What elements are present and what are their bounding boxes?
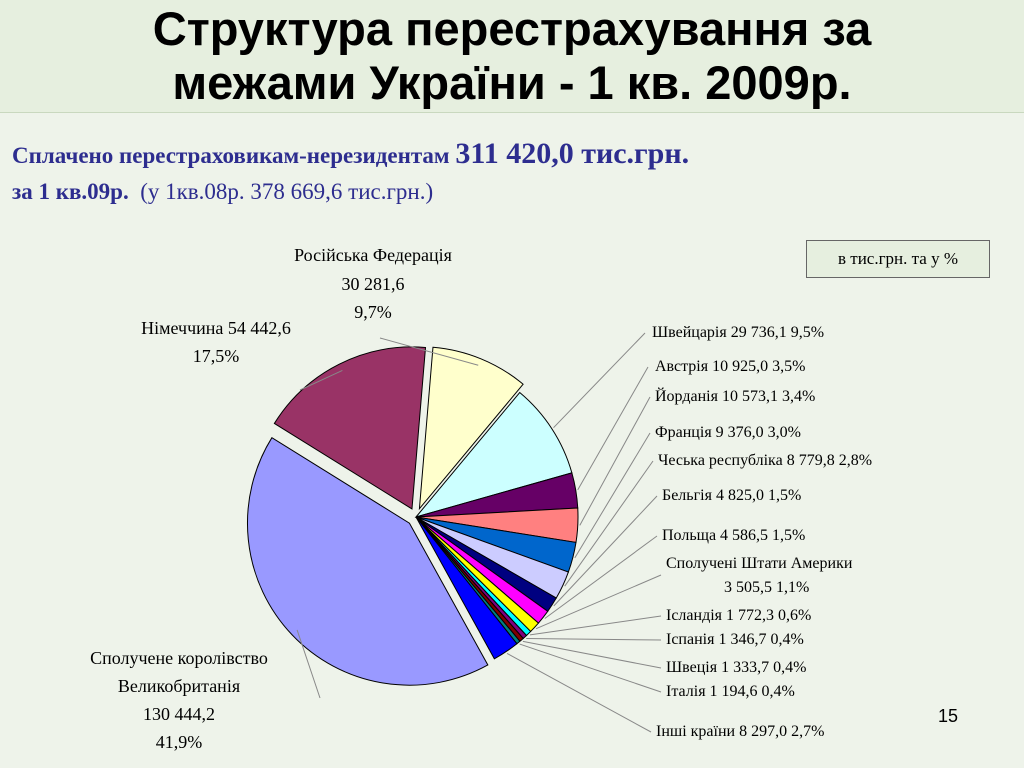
leader-line-6 [553, 495, 658, 607]
label-be: Бельгія 4 825,0 1,5% [662, 487, 801, 504]
label-ru-name: Російська Федерація [294, 245, 452, 265]
label-other: Інші країни 8 297,0 2,7% [656, 723, 824, 740]
label-us-name: Сполучені Штати Америки [666, 555, 853, 572]
leader-line-12 [519, 643, 662, 693]
label-fr: Франція 9 376,0 3,0% [655, 424, 801, 441]
label-pl: Польща 4 586,5 1,5% [662, 527, 805, 544]
pie-slices [247, 346, 579, 686]
label-ch: Швейцарія 29 736,1 9,5% [652, 324, 824, 341]
label-us-value: 3 505,5 1,1% [724, 579, 809, 596]
slide-title: Структура перестрахування за межами Укра… [0, 2, 1024, 110]
leader-lines [296, 332, 662, 733]
label-uk-value: 130 444,2 [143, 704, 215, 724]
subtitle-part-1: Сплачено перестраховикам-нерезидентам [12, 143, 450, 168]
leader-line-10 [526, 637, 662, 641]
label-jo: Йорданія 10 573,1 3,4% [655, 386, 815, 405]
label-it: Італія 1 194,6 0,4% [666, 683, 795, 700]
pie-slice-14 [247, 436, 489, 686]
label-de-percent: 17,5% [193, 346, 240, 366]
label-es: Іспанія 1 346,7 0,4% [666, 631, 804, 648]
label-is: Ісландія 1 772,3 0,6% [666, 607, 811, 624]
leader-line-3 [579, 396, 651, 526]
leader-line-7 [544, 535, 658, 619]
units-note: в тис.грн. та у % [806, 240, 990, 278]
leader-line-1 [553, 332, 646, 429]
label-at: Австрія 10 925,0 3,5% [655, 358, 805, 375]
leader-line-9 [529, 615, 662, 636]
leader-line-14 [296, 629, 321, 699]
leader-line-8 [535, 574, 662, 630]
label-uk-name-1: Сполучене королівство [90, 648, 268, 668]
leader-line-5 [564, 460, 654, 587]
label-cz: Чеська республіка 8 779,8 2,8% [658, 452, 872, 469]
leader-line-4 [574, 432, 651, 559]
pie-slice-0 [418, 346, 524, 511]
leader-line-0 [379, 337, 479, 366]
leader-line-15 [299, 369, 343, 391]
label-de-name: Німеччина 54 442,6 [141, 318, 291, 338]
pie-slice-1 [414, 391, 573, 518]
leader-line-13 [506, 652, 652, 733]
title-line-1: Структура перестрахування за [152, 2, 872, 55]
leader-line-11 [522, 640, 662, 669]
pie-slice-15 [273, 346, 427, 510]
title-line-2: межами України - 1 кв. 2009р. [172, 56, 852, 109]
subtitle: Сплачено перестраховикам-нерезидентам 31… [12, 136, 1012, 210]
page-number: 15 [938, 706, 959, 726]
title-band [0, 0, 1024, 113]
subtitle-amount: 311 420,0 тис.грн. [455, 137, 690, 170]
label-uk-name-2: Великобританія [118, 676, 240, 696]
leader-line-2 [577, 366, 649, 491]
label-se: Швеція 1 333,7 0,4% [666, 659, 806, 676]
label-ru-value: 30 281,6 [342, 274, 405, 294]
label-uk-percent: 41,9% [156, 732, 203, 752]
subtitle-part-2: за 1 кв.09р. [12, 179, 129, 204]
label-ru-percent: 9,7% [354, 302, 392, 322]
subtitle-comparison: (у 1кв.08р. 378 669,6 тис.грн.) [140, 179, 434, 204]
pie-slice-13 [415, 516, 518, 660]
